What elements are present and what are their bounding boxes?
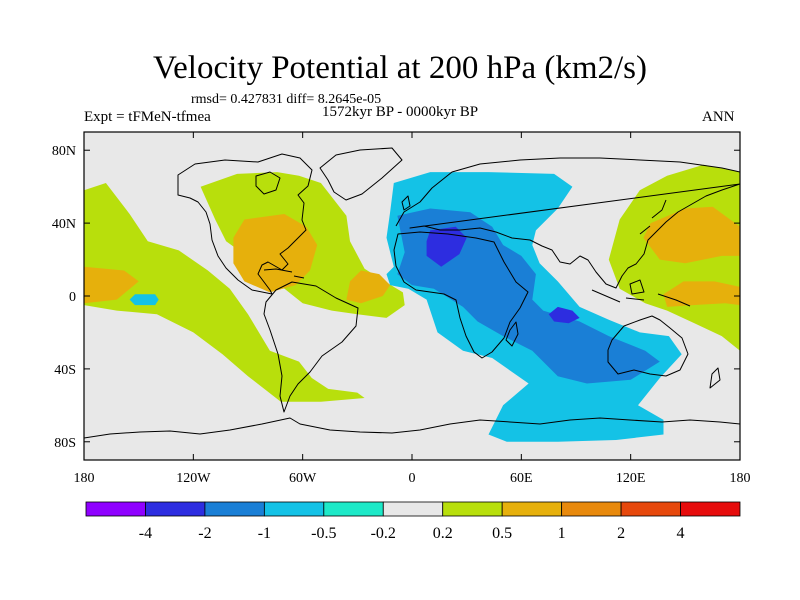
colorbar-label-9: 4 xyxy=(677,525,685,542)
colorbar-label-5: 0.2 xyxy=(433,525,453,542)
colorbar-swatch-4 xyxy=(323,501,384,517)
experiment-label: Expt = tFMeN-tfmea xyxy=(84,109,211,125)
x-tick-label-1: 120W xyxy=(176,471,211,486)
colorbar-label-3: -0.5 xyxy=(311,525,336,542)
colorbar-swatch-5 xyxy=(382,501,444,517)
indonesia-coastline xyxy=(591,279,691,307)
colorbar-swatch-0 xyxy=(85,501,146,517)
colorbar-swatch-3 xyxy=(263,501,325,517)
indian-peak-negative xyxy=(548,306,580,324)
rmsd-diff-label: rmsd= 0.427831 diff= 8.2645e-05 xyxy=(191,92,382,107)
y-tick-label-1: 40N xyxy=(52,217,76,232)
new-zealand-coastline xyxy=(709,367,721,389)
colorbar-label-7: 1 xyxy=(558,525,566,542)
contour-fills xyxy=(84,164,740,442)
colorbar-swatch-1 xyxy=(145,501,206,517)
colorbar: -4 -2 -1 -0.5 -0.2 0.2 0.5 1 2 4 xyxy=(85,501,741,542)
colorbar-swatch-6 xyxy=(442,501,503,517)
colorbar-label-1: -2 xyxy=(198,525,211,542)
y-tick-label-4: 80S xyxy=(54,436,76,451)
british-isles-coastline xyxy=(401,195,411,211)
east-pacific-moderate xyxy=(84,266,139,304)
colorbar-swatch-9 xyxy=(620,501,681,517)
chart-title: Velocity Potential at 200 hPa (km2/s) xyxy=(152,50,648,86)
x-tick-label-5: 120E xyxy=(616,471,646,486)
caribbean-coastline xyxy=(263,268,305,279)
colorbar-label-4: -0.2 xyxy=(371,525,396,542)
season-label: ANN xyxy=(702,109,735,125)
eurasia-coastline xyxy=(395,157,740,289)
x-tick-label-6: 180 xyxy=(730,471,751,486)
x-tick-label-2: 60W xyxy=(289,471,317,486)
greenland-coastline xyxy=(319,147,403,201)
x-tick-label-4: 60E xyxy=(510,471,533,486)
africa-coastline xyxy=(393,231,529,359)
y-tick-label-0: 80N xyxy=(52,144,76,159)
colorbar-label-6: 0.5 xyxy=(492,525,512,542)
japan-coastline xyxy=(639,199,667,235)
coastlines xyxy=(84,147,740,439)
north-america-coastline xyxy=(177,153,313,295)
x-tick-label-0: 180 xyxy=(74,471,95,486)
y-tick-label-2: 0 xyxy=(69,290,76,305)
colorbar-swatch-10 xyxy=(680,501,741,517)
east-pacific-positive-tongue xyxy=(84,183,365,402)
antarctica-coastline xyxy=(84,417,740,439)
colorbar-label-0: -4 xyxy=(139,525,152,542)
atlantic-moderate xyxy=(346,270,391,304)
map-axes: 180 120W 60W 0 60E 120E 180 80N 40N 0 40S 80S xyxy=(52,132,751,486)
y-tick-label-3: 40S xyxy=(54,363,76,378)
colorbar-swatch-8 xyxy=(561,501,622,517)
colorbar-label-2: -1 xyxy=(258,525,271,542)
madagascar-coastline xyxy=(505,321,519,347)
south-america-coastline xyxy=(263,281,359,413)
colorbar-swatch-7 xyxy=(501,501,563,517)
pacific-small-negative xyxy=(129,294,159,306)
hudson-bay-coastline xyxy=(255,171,281,195)
maritime-moderate xyxy=(663,281,740,307)
australia-coastline xyxy=(607,315,689,377)
time-period-label: 1572kyr BP - 0000kyr BP xyxy=(322,104,479,120)
colorbar-label-8: 2 xyxy=(617,525,625,542)
africa-peak-negative xyxy=(426,226,467,267)
america-moderate xyxy=(233,214,318,293)
colorbar-swatch-2 xyxy=(204,501,265,517)
x-tick-label-3: 0 xyxy=(409,471,416,486)
africa-core-negative xyxy=(397,208,660,384)
